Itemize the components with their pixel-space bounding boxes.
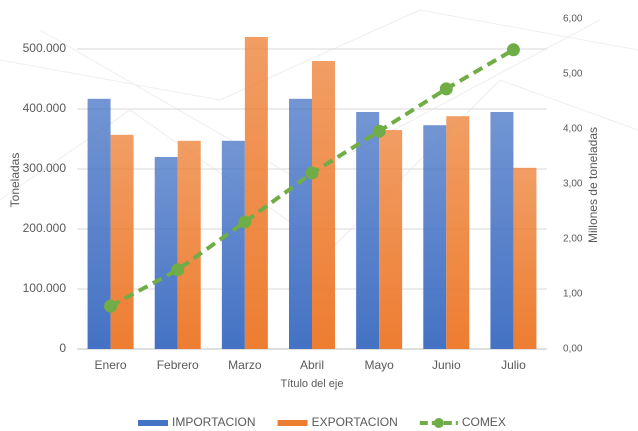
y2-tick-label: 6,00 bbox=[563, 14, 583, 25]
y-tick-label: 0 bbox=[59, 341, 66, 355]
line-marker bbox=[305, 166, 319, 180]
bar bbox=[423, 125, 447, 349]
y2-axis-title: Millones de toneladas bbox=[586, 127, 600, 243]
x-tick-label: Enero bbox=[95, 358, 127, 372]
bar bbox=[356, 112, 380, 349]
legend-swatch bbox=[277, 420, 308, 426]
legend-label: COMEX bbox=[462, 415, 506, 429]
x-axis-title: Título del eje bbox=[281, 378, 344, 390]
bar bbox=[221, 140, 245, 349]
bar bbox=[244, 37, 268, 349]
y-axis-title: Toneladas bbox=[8, 153, 22, 208]
line-marker bbox=[238, 215, 252, 229]
x-tick-label: Abril bbox=[300, 358, 324, 372]
line-marker bbox=[372, 124, 386, 138]
y-tick-label: 400.000 bbox=[23, 101, 67, 115]
x-tick-label: Mayo bbox=[364, 358, 394, 372]
line-marker bbox=[171, 263, 185, 277]
bar bbox=[110, 134, 134, 349]
bar bbox=[379, 130, 403, 349]
line-marker bbox=[439, 82, 453, 96]
y2-tick-label: 4,00 bbox=[563, 124, 583, 135]
legend-swatch bbox=[138, 420, 168, 426]
y-tick-label: 500.000 bbox=[23, 41, 67, 55]
line-marker bbox=[104, 299, 118, 313]
line-marker bbox=[506, 43, 520, 57]
y-tick-label: 200.000 bbox=[23, 221, 67, 235]
bar bbox=[513, 167, 537, 349]
bar bbox=[289, 98, 312, 349]
x-tick-label: Marzo bbox=[228, 358, 262, 372]
x-tick-label: Febrero bbox=[157, 358, 199, 372]
x-tick-label: Junio bbox=[432, 358, 461, 372]
y-tick-label: 300.000 bbox=[23, 161, 67, 175]
bar bbox=[312, 61, 335, 349]
legend-label: IMPORTACION bbox=[172, 415, 256, 429]
y2-tick-label: 5,00 bbox=[563, 69, 583, 80]
bar bbox=[177, 140, 201, 349]
y-tick-label: 100.000 bbox=[23, 281, 67, 295]
bar bbox=[154, 157, 178, 349]
legend-label: EXPORTACION bbox=[312, 415, 398, 429]
y2-tick-label: 1,00 bbox=[563, 289, 583, 300]
bar bbox=[446, 116, 470, 349]
bar bbox=[87, 98, 111, 349]
y2-tick-label: 0,00 bbox=[563, 344, 583, 355]
legend-swatch bbox=[433, 418, 444, 428]
x-tick-label: Julio bbox=[501, 358, 526, 372]
bar bbox=[490, 112, 514, 349]
y2-tick-label: 3,00 bbox=[563, 179, 583, 190]
y2-tick-label: 2,00 bbox=[563, 234, 583, 245]
